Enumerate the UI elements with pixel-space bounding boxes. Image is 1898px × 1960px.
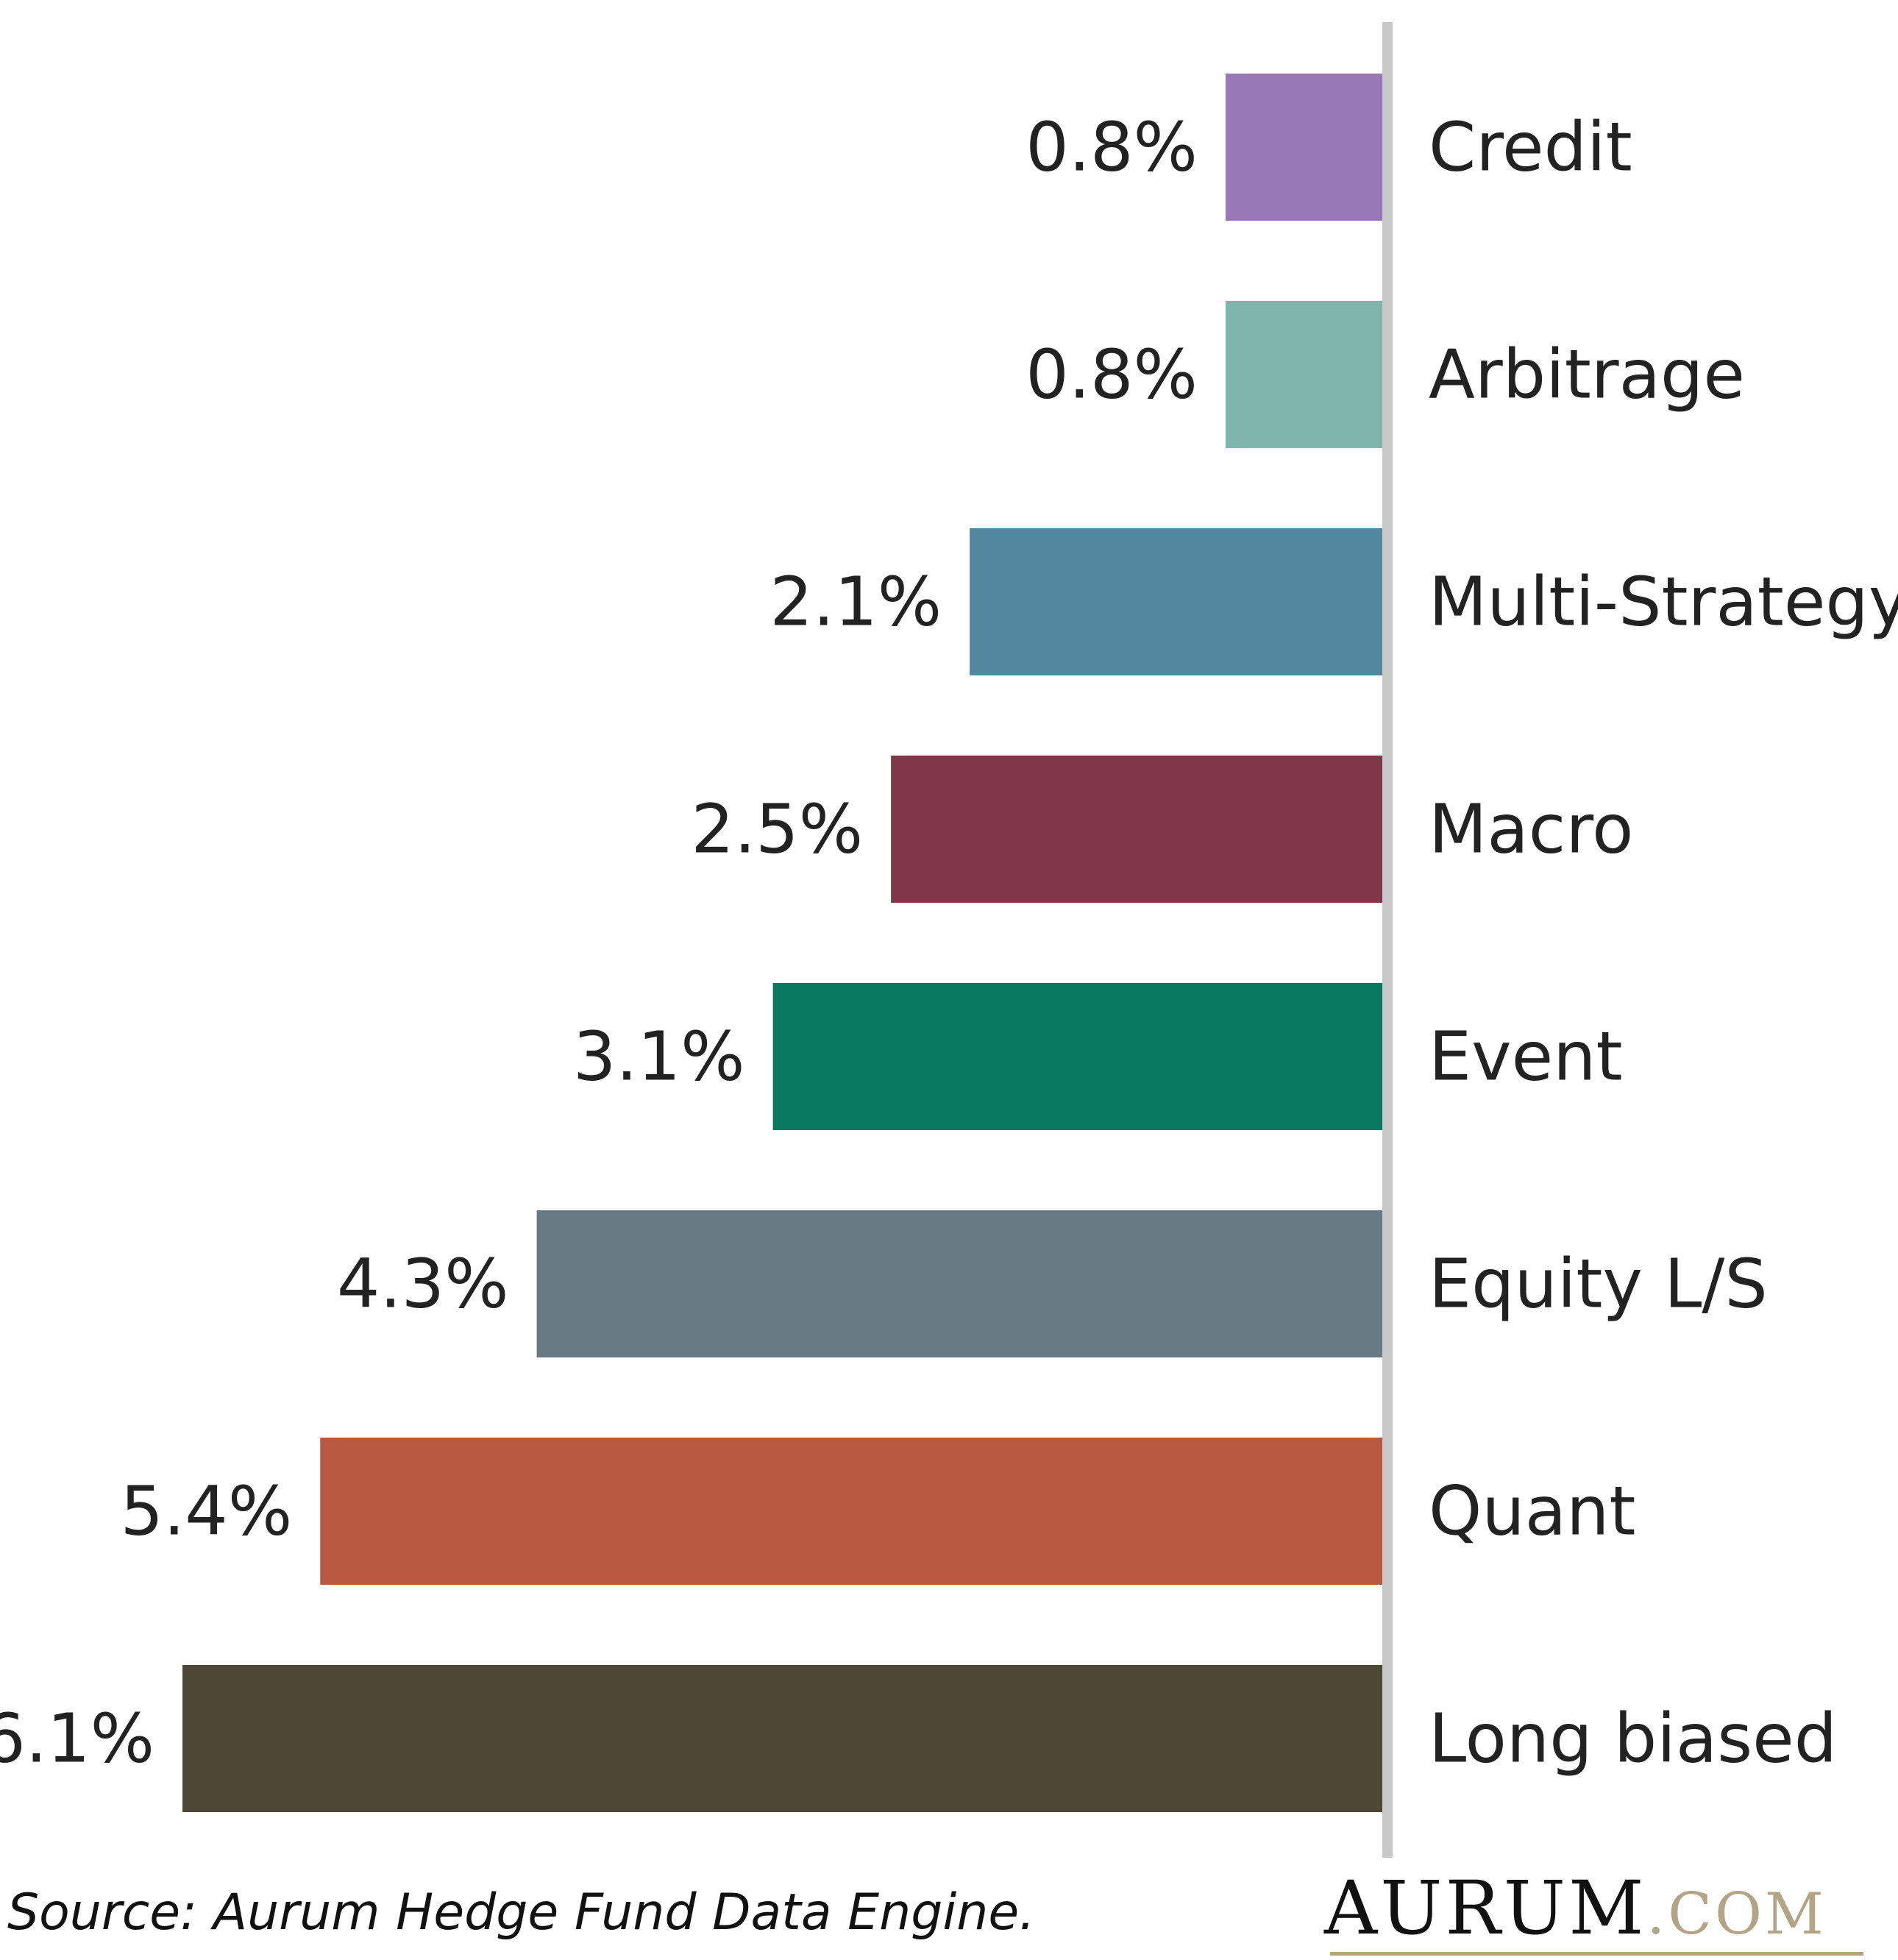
bar-credit bbox=[1225, 74, 1383, 221]
value-label-quant: 5.4% bbox=[121, 1472, 293, 1551]
category-label-macro: Macro bbox=[1429, 790, 1633, 869]
category-label-credit: Credit bbox=[1429, 108, 1632, 187]
value-label-long-biased: 6.1% bbox=[0, 1700, 154, 1778]
logo-underline bbox=[1330, 1952, 1863, 1956]
value-label-arbitrage: 0.8% bbox=[1026, 335, 1198, 414]
bar-arbitrage bbox=[1225, 301, 1383, 448]
category-label-equity-l-s: Equity L/S bbox=[1429, 1245, 1768, 1324]
bar-long-biased bbox=[182, 1665, 1383, 1812]
value-label-multi-strategy: 2.1% bbox=[769, 563, 942, 642]
bar-equity-l-s bbox=[536, 1210, 1384, 1357]
value-label-macro: 2.5% bbox=[691, 790, 863, 869]
value-label-equity-l-s: 4.3% bbox=[337, 1245, 509, 1324]
value-label-event: 3.1% bbox=[573, 1018, 745, 1096]
value-labels-group: 0.8% 0.8% 2.1% 2.5% 3.1% 4.3% 5.4% 6.1% bbox=[0, 108, 1198, 1778]
aurum-logo: AURUM.COM bbox=[1324, 1865, 1869, 1957]
bar-event bbox=[772, 983, 1383, 1130]
value-label-credit: 0.8% bbox=[1026, 108, 1198, 187]
category-label-long-biased: Long biased bbox=[1429, 1700, 1837, 1778]
bar-multi-strategy bbox=[970, 528, 1383, 675]
category-label-quant: Quant bbox=[1429, 1472, 1635, 1551]
source-note: Source: Aurum Hedge Fund Data Engine. bbox=[7, 1883, 1035, 1942]
bar-macro bbox=[891, 756, 1383, 903]
logo-wordmark: AURUM bbox=[1324, 1865, 1647, 1951]
category-label-arbitrage: Arbitrage bbox=[1429, 335, 1745, 414]
logo-domain: .COM bbox=[1646, 1881, 1827, 1947]
bars-group bbox=[182, 74, 1384, 1812]
category-label-multi-strategy: Multi-Strategy bbox=[1429, 563, 1898, 642]
category-labels-group: Credit Arbitrage Multi-Strategy Macro Event E… bbox=[1429, 108, 1898, 1778]
category-label-event: Event bbox=[1429, 1018, 1623, 1096]
bar-quant bbox=[320, 1438, 1383, 1585]
